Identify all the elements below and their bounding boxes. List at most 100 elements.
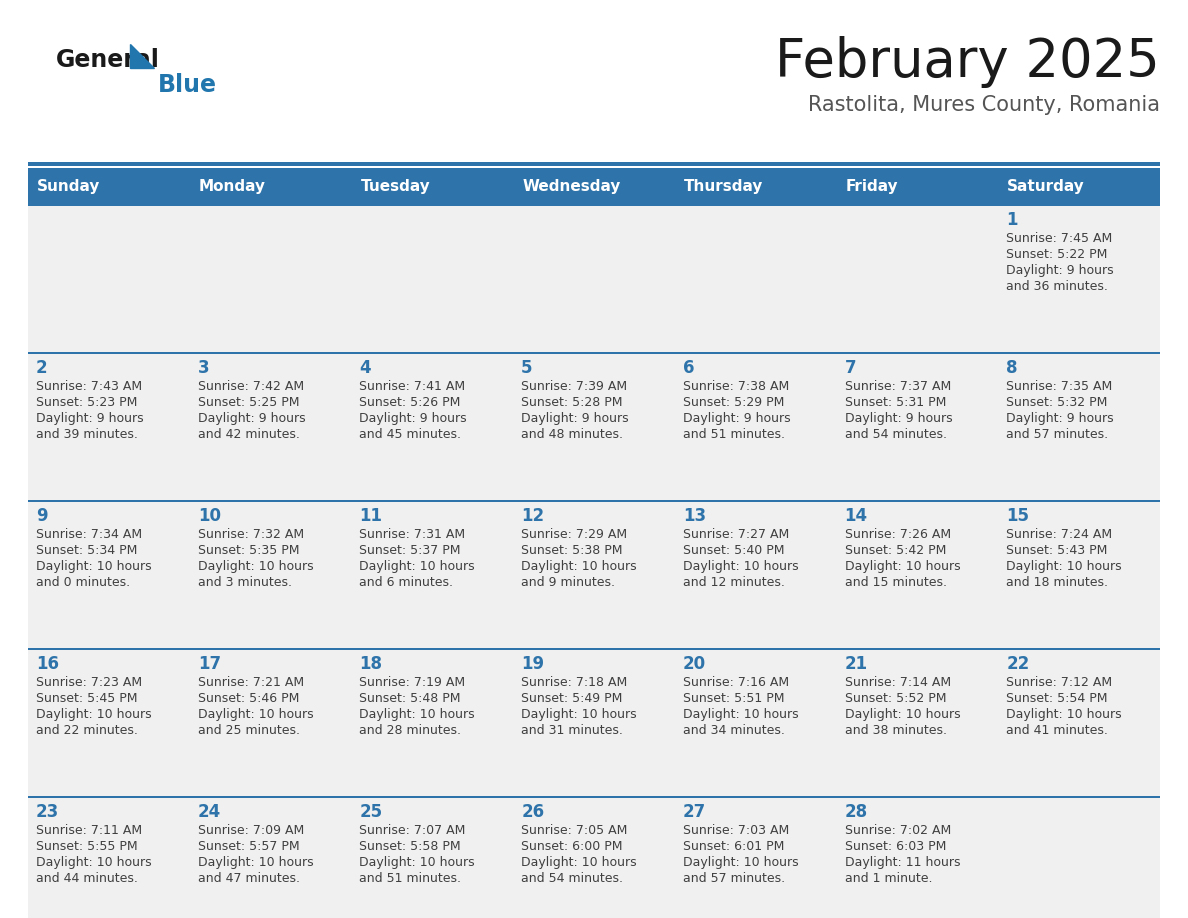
Bar xyxy=(998,796,1159,918)
Bar xyxy=(352,796,513,918)
Text: 7: 7 xyxy=(845,359,857,377)
Text: 2: 2 xyxy=(36,359,48,377)
Text: Sunrise: 7:34 AM: Sunrise: 7:34 AM xyxy=(36,528,143,541)
Text: and 36 minutes.: and 36 minutes. xyxy=(1006,280,1108,293)
Text: Sunset: 5:31 PM: Sunset: 5:31 PM xyxy=(845,396,946,409)
Text: Sunset: 5:42 PM: Sunset: 5:42 PM xyxy=(845,544,946,557)
Text: Sunset: 5:57 PM: Sunset: 5:57 PM xyxy=(197,840,299,853)
Bar xyxy=(352,352,513,500)
Text: Daylight: 11 hours: Daylight: 11 hours xyxy=(845,856,960,869)
Text: and 45 minutes.: and 45 minutes. xyxy=(360,428,461,441)
Text: Monday: Monday xyxy=(198,178,266,194)
Text: Sunset: 5:38 PM: Sunset: 5:38 PM xyxy=(522,544,623,557)
Bar xyxy=(29,352,1159,354)
Text: Sunset: 5:37 PM: Sunset: 5:37 PM xyxy=(360,544,461,557)
Text: Sunset: 5:54 PM: Sunset: 5:54 PM xyxy=(1006,692,1107,705)
Text: and 22 minutes.: and 22 minutes. xyxy=(36,724,138,737)
Bar xyxy=(190,204,352,352)
Text: and 3 minutes.: and 3 minutes. xyxy=(197,576,292,589)
Bar xyxy=(29,168,190,204)
Bar xyxy=(190,500,352,648)
Text: Daylight: 10 hours: Daylight: 10 hours xyxy=(197,708,314,721)
Text: and 44 minutes.: and 44 minutes. xyxy=(36,872,138,885)
Text: Sunrise: 7:05 AM: Sunrise: 7:05 AM xyxy=(522,824,627,837)
Text: Daylight: 9 hours: Daylight: 9 hours xyxy=(845,412,953,425)
Text: Sunset: 5:23 PM: Sunset: 5:23 PM xyxy=(36,396,138,409)
Text: Sunrise: 7:41 AM: Sunrise: 7:41 AM xyxy=(360,380,466,393)
Text: Daylight: 10 hours: Daylight: 10 hours xyxy=(36,856,152,869)
Text: 14: 14 xyxy=(845,507,867,525)
Text: 15: 15 xyxy=(1006,507,1029,525)
Text: Sunrise: 7:35 AM: Sunrise: 7:35 AM xyxy=(1006,380,1112,393)
Text: Sunrise: 7:23 AM: Sunrise: 7:23 AM xyxy=(36,676,143,689)
Bar xyxy=(29,796,190,918)
Text: and 0 minutes.: and 0 minutes. xyxy=(36,576,131,589)
Bar xyxy=(190,648,352,796)
Text: Sunrise: 7:21 AM: Sunrise: 7:21 AM xyxy=(197,676,304,689)
Bar xyxy=(836,796,998,918)
Text: 17: 17 xyxy=(197,655,221,673)
Bar xyxy=(29,648,1159,650)
Text: Sunrise: 7:38 AM: Sunrise: 7:38 AM xyxy=(683,380,789,393)
Bar xyxy=(836,168,998,204)
Text: Daylight: 10 hours: Daylight: 10 hours xyxy=(522,560,637,573)
Text: Daylight: 9 hours: Daylight: 9 hours xyxy=(1006,412,1114,425)
Bar xyxy=(352,204,513,352)
Text: Sunrise: 7:45 AM: Sunrise: 7:45 AM xyxy=(1006,232,1112,245)
Text: Sunset: 5:51 PM: Sunset: 5:51 PM xyxy=(683,692,784,705)
Text: Sunrise: 7:03 AM: Sunrise: 7:03 AM xyxy=(683,824,789,837)
Text: Sunset: 5:46 PM: Sunset: 5:46 PM xyxy=(197,692,299,705)
Bar xyxy=(513,204,675,352)
Bar xyxy=(836,500,998,648)
Bar xyxy=(513,500,675,648)
Text: Sunset: 5:55 PM: Sunset: 5:55 PM xyxy=(36,840,138,853)
Text: Thursday: Thursday xyxy=(684,178,763,194)
Text: and 18 minutes.: and 18 minutes. xyxy=(1006,576,1108,589)
Text: Sunset: 5:25 PM: Sunset: 5:25 PM xyxy=(197,396,299,409)
Text: Daylight: 9 hours: Daylight: 9 hours xyxy=(683,412,790,425)
Text: Sunset: 5:32 PM: Sunset: 5:32 PM xyxy=(1006,396,1107,409)
Bar xyxy=(513,168,675,204)
Text: Daylight: 10 hours: Daylight: 10 hours xyxy=(360,856,475,869)
Text: Daylight: 9 hours: Daylight: 9 hours xyxy=(1006,264,1114,277)
Text: Daylight: 10 hours: Daylight: 10 hours xyxy=(197,560,314,573)
Text: Daylight: 9 hours: Daylight: 9 hours xyxy=(522,412,628,425)
Bar xyxy=(29,162,1159,166)
Text: Sunrise: 7:29 AM: Sunrise: 7:29 AM xyxy=(522,528,627,541)
Text: Daylight: 10 hours: Daylight: 10 hours xyxy=(845,560,960,573)
Text: 18: 18 xyxy=(360,655,383,673)
Bar xyxy=(513,352,675,500)
Text: Sunrise: 7:24 AM: Sunrise: 7:24 AM xyxy=(1006,528,1112,541)
Text: Daylight: 10 hours: Daylight: 10 hours xyxy=(36,560,152,573)
Text: and 34 minutes.: and 34 minutes. xyxy=(683,724,785,737)
Text: Sunset: 5:29 PM: Sunset: 5:29 PM xyxy=(683,396,784,409)
Text: and 41 minutes.: and 41 minutes. xyxy=(1006,724,1108,737)
Text: and 31 minutes.: and 31 minutes. xyxy=(522,724,623,737)
Text: and 12 minutes.: and 12 minutes. xyxy=(683,576,785,589)
Text: Daylight: 9 hours: Daylight: 9 hours xyxy=(36,412,144,425)
Text: Daylight: 10 hours: Daylight: 10 hours xyxy=(522,856,637,869)
Polygon shape xyxy=(129,44,154,68)
Text: and 51 minutes.: and 51 minutes. xyxy=(683,428,785,441)
Text: Sunset: 5:28 PM: Sunset: 5:28 PM xyxy=(522,396,623,409)
Text: Daylight: 9 hours: Daylight: 9 hours xyxy=(197,412,305,425)
Text: Sunset: 5:35 PM: Sunset: 5:35 PM xyxy=(197,544,299,557)
Text: Sunrise: 7:14 AM: Sunrise: 7:14 AM xyxy=(845,676,950,689)
Text: 4: 4 xyxy=(360,359,371,377)
Text: Sunrise: 7:42 AM: Sunrise: 7:42 AM xyxy=(197,380,304,393)
Text: and 1 minute.: and 1 minute. xyxy=(845,872,933,885)
Text: and 15 minutes.: and 15 minutes. xyxy=(845,576,947,589)
Text: and 25 minutes.: and 25 minutes. xyxy=(197,724,299,737)
Text: Daylight: 10 hours: Daylight: 10 hours xyxy=(1006,560,1121,573)
Text: Sunrise: 7:19 AM: Sunrise: 7:19 AM xyxy=(360,676,466,689)
Bar xyxy=(836,204,998,352)
Bar xyxy=(352,648,513,796)
Bar xyxy=(190,168,352,204)
Text: 3: 3 xyxy=(197,359,209,377)
Text: Sunrise: 7:27 AM: Sunrise: 7:27 AM xyxy=(683,528,789,541)
Text: Daylight: 10 hours: Daylight: 10 hours xyxy=(683,708,798,721)
Text: 24: 24 xyxy=(197,803,221,821)
Bar xyxy=(675,168,836,204)
Text: 26: 26 xyxy=(522,803,544,821)
Text: Sunset: 5:58 PM: Sunset: 5:58 PM xyxy=(360,840,461,853)
